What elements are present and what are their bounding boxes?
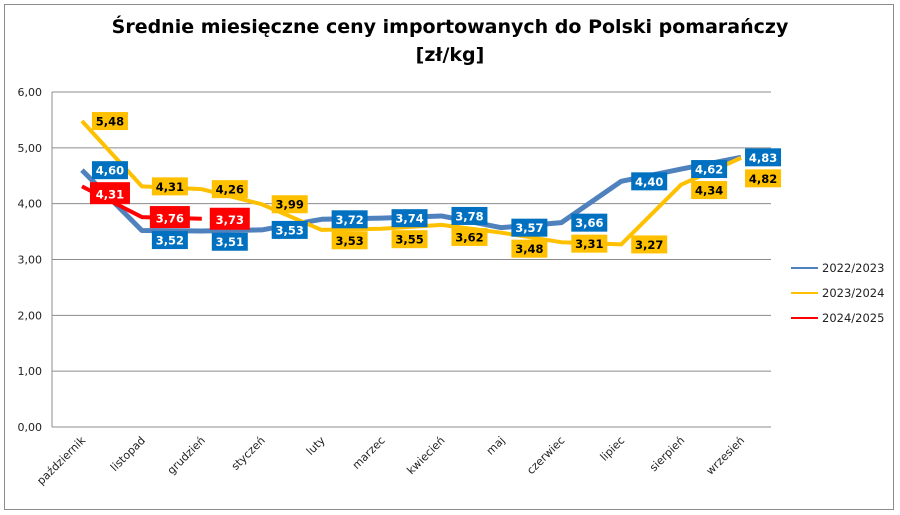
legend-label: 2024/2025 <box>822 311 884 325</box>
x-tick-label: styczeń <box>229 434 268 473</box>
x-tick-label: marzec <box>350 434 388 472</box>
x-tick-label: październik <box>34 433 88 487</box>
x-tick-label: wrzesień <box>704 434 748 478</box>
data-label-box <box>571 234 608 253</box>
data-label-box <box>745 169 782 188</box>
data-label: 3,72 <box>335 213 363 227</box>
x-tick-label: lipiec <box>598 434 628 464</box>
data-label: 5,48 <box>96 115 124 129</box>
x-tick-label: listopad <box>108 434 148 474</box>
data-label-box <box>209 207 250 230</box>
data-label: 3,52 <box>156 234 184 248</box>
data-label-box <box>391 209 428 228</box>
x-tick-label: luty <box>304 434 328 458</box>
data-label: 3,53 <box>276 223 304 237</box>
data-label: 3,74 <box>395 212 423 226</box>
data-label-box <box>451 206 488 225</box>
data-label-box <box>451 227 488 246</box>
data-label: 3,76 <box>156 212 184 226</box>
data-label: 3,48 <box>515 242 543 256</box>
y-tick-label: 1,00 <box>18 365 43 378</box>
data-label: 3,62 <box>455 230 483 244</box>
data-label-box <box>691 181 728 200</box>
data-label-box <box>691 160 728 179</box>
data-label-box <box>631 172 668 191</box>
data-label-box <box>511 239 548 258</box>
data-label: 3,99 <box>276 198 304 212</box>
data-label: 3,31 <box>575 237 603 251</box>
data-label: 4,83 <box>749 151 777 165</box>
data-label: 4,34 <box>695 184 723 198</box>
y-tick-label: 5,00 <box>18 142 43 155</box>
data-label: 3,66 <box>575 216 603 230</box>
x-tick-label: sierpień <box>647 434 687 474</box>
x-tick-label: czerwiec <box>524 434 567 477</box>
data-label-box <box>331 210 368 229</box>
data-label: 3,73 <box>216 213 244 227</box>
data-label: 3,78 <box>455 209 483 223</box>
legend-label: 2023/2024 <box>822 286 884 300</box>
data-label: 4,40 <box>635 175 663 189</box>
data-label-box <box>91 161 128 180</box>
data-label: 3,57 <box>515 221 543 235</box>
data-label-box <box>511 218 548 237</box>
y-tick-label: 0,00 <box>18 421 43 434</box>
data-label: 4,60 <box>96 164 124 178</box>
data-label-box <box>271 220 308 239</box>
chart-title: Średnie miesięczne ceny importowanych do… <box>111 16 789 38</box>
y-tick-label: 3,00 <box>18 254 43 267</box>
chart-subtitle: [zł/kg] <box>415 44 485 66</box>
data-label-box <box>149 206 190 229</box>
chart-frame <box>4 4 894 510</box>
y-tick-label: 6,00 <box>18 86 43 99</box>
data-label-box <box>91 112 128 131</box>
x-tick-label: grudzień <box>165 434 208 477</box>
data-label: 4,31 <box>96 188 124 202</box>
data-label: 3,27 <box>635 238 663 252</box>
data-label: 4,26 <box>216 183 244 197</box>
data-label: 4,82 <box>749 172 777 186</box>
data-label-box <box>631 235 668 254</box>
x-tick-label: kwiecień <box>404 434 447 477</box>
data-label-box <box>211 232 248 251</box>
data-label-box <box>571 213 608 232</box>
data-label-box <box>391 230 428 249</box>
data-label-box <box>151 231 188 250</box>
legend-label: 2022/2023 <box>822 261 884 275</box>
data-label-box <box>151 177 188 196</box>
data-label-box <box>271 195 308 214</box>
data-label-box <box>745 148 782 167</box>
y-tick-label: 2,00 <box>18 309 43 322</box>
data-label-box <box>211 180 248 199</box>
data-label-box <box>331 231 368 250</box>
data-label: 3,51 <box>216 235 244 249</box>
x-tick-label: maj <box>484 434 508 458</box>
data-label: 4,62 <box>695 163 723 177</box>
data-label: 3,53 <box>335 234 363 248</box>
data-label: 3,55 <box>395 233 423 247</box>
data-label-box <box>89 182 130 205</box>
y-tick-label: 4,00 <box>18 198 43 211</box>
data-label: 4,31 <box>156 180 184 194</box>
